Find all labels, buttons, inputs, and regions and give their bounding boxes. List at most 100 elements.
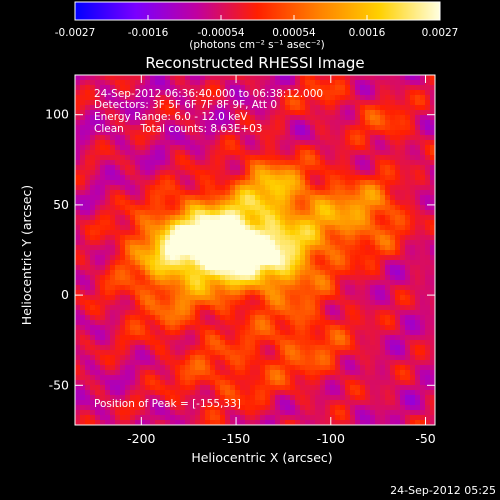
heatmap-cell [315, 375, 321, 381]
heatmap-cell [100, 265, 106, 271]
heatmap-cell [220, 140, 226, 146]
heatmap-cell [345, 260, 351, 266]
heatmap-cell [105, 400, 111, 406]
heatmap-cell [85, 230, 91, 236]
heatmap-cell [160, 345, 166, 351]
heatmap-cell [400, 235, 406, 241]
heatmap-cell [80, 210, 86, 216]
heatmap-cell [80, 130, 86, 136]
heatmap-cell [160, 225, 166, 231]
heatmap-cell [340, 330, 346, 336]
heatmap-cell [120, 210, 126, 216]
heatmap-cell [225, 85, 231, 91]
heatmap-cell [235, 145, 241, 151]
heatmap-cell [150, 120, 156, 126]
heatmap-cell [115, 95, 121, 101]
heatmap-cell [310, 200, 316, 206]
heatmap-cell [220, 245, 226, 251]
heatmap-cell [245, 75, 251, 81]
heatmap-cell [390, 335, 396, 341]
heatmap-cell [315, 235, 321, 241]
heatmap-cell [120, 195, 126, 201]
heatmap-cell [95, 130, 101, 136]
heatmap-cell [255, 95, 261, 101]
heatmap-cell [105, 200, 111, 206]
heatmap-cell [85, 280, 91, 286]
heatmap-cell [175, 150, 181, 156]
heatmap-cell [425, 150, 431, 156]
heatmap-cell [265, 115, 271, 121]
heatmap-cell [335, 335, 341, 341]
heatmap-cell [160, 240, 166, 246]
heatmap-cell [225, 155, 231, 161]
heatmap-cell [330, 200, 336, 206]
heatmap-cell [205, 330, 211, 336]
heatmap-cell [205, 95, 211, 101]
heatmap-cell [130, 350, 136, 356]
heatmap-cell [200, 355, 206, 361]
heatmap-cell [400, 275, 406, 281]
heatmap-cell [395, 165, 401, 171]
heatmap-cell [405, 400, 411, 406]
heatmap-cell [240, 170, 246, 176]
heatmap-cell [285, 385, 291, 391]
heatmap-cell [220, 235, 226, 241]
heatmap-cell [175, 170, 181, 176]
heatmap-cell [390, 180, 396, 186]
heatmap-cell [250, 205, 256, 211]
heatmap-cell [240, 335, 246, 341]
heatmap-cell [335, 190, 341, 196]
heatmap-cell [155, 375, 161, 381]
heatmap-cell [395, 115, 401, 121]
heatmap-cell [415, 85, 421, 91]
heatmap-cell [240, 210, 246, 216]
heatmap-cell [320, 360, 326, 366]
heatmap-cell [335, 380, 341, 386]
heatmap-cell [405, 75, 411, 81]
heatmap-cell [325, 225, 331, 231]
heatmap-cell [85, 275, 91, 281]
heatmap-cell [380, 170, 386, 176]
heatmap-cell [140, 245, 146, 251]
heatmap-cell [280, 170, 286, 176]
heatmap-cell [125, 180, 131, 186]
heatmap-cell [115, 365, 121, 371]
heatmap-cell [295, 235, 301, 241]
heatmap-cell [430, 140, 435, 146]
heatmap-cell [130, 320, 136, 326]
heatmap-cell [85, 120, 91, 126]
heatmap-cell [90, 365, 96, 371]
heatmap-cell [265, 415, 271, 421]
heatmap-cell [185, 165, 191, 171]
heatmap-cell [90, 330, 96, 336]
heatmap-cell [130, 280, 136, 286]
heatmap-cell [90, 135, 96, 141]
heatmap-cell [360, 215, 366, 221]
heatmap-cell [205, 410, 211, 416]
heatmap-cell [350, 180, 356, 186]
heatmap-cell [80, 285, 86, 291]
heatmap-cell [225, 250, 231, 256]
heatmap-cell [165, 75, 171, 81]
heatmap-cell [150, 135, 156, 141]
heatmap-cell [105, 135, 111, 141]
heatmap-cell [125, 95, 131, 101]
heatmap-cell [315, 275, 321, 281]
heatmap-cell [425, 250, 431, 256]
heatmap-cell [350, 410, 356, 416]
heatmap-cell [370, 80, 376, 86]
heatmap-cell [120, 340, 126, 346]
heatmap-cell [275, 275, 281, 281]
heatmap-cell [110, 130, 116, 136]
heatmap-cell [370, 130, 376, 136]
heatmap-cell [410, 95, 416, 101]
heatmap-cell [275, 80, 281, 86]
heatmap-cell [290, 145, 296, 151]
heatmap-cell [305, 140, 311, 146]
heatmap-cell [340, 135, 346, 141]
heatmap-cell [165, 380, 171, 386]
heatmap-cell [290, 380, 296, 386]
heatmap-cell [235, 320, 241, 326]
heatmap-cell [275, 310, 281, 316]
heatmap-cell [360, 130, 366, 136]
